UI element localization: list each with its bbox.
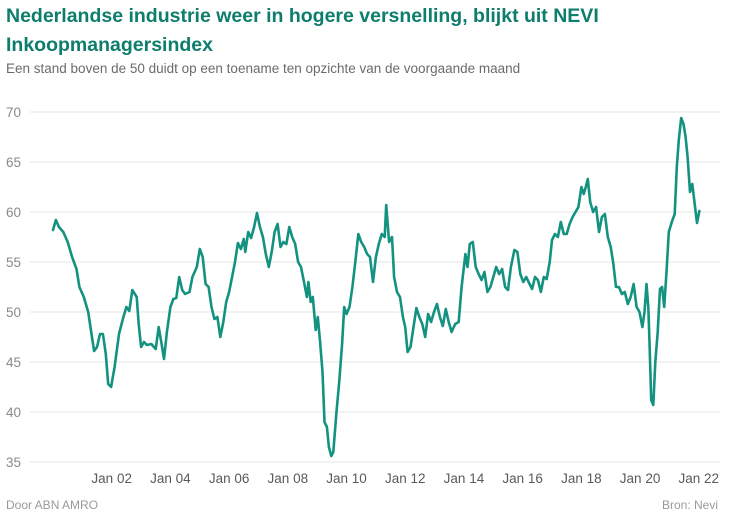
grid-layer bbox=[30, 111, 720, 463]
x-tick-label: Jan 22 bbox=[679, 471, 720, 486]
y-tick-label: 40 bbox=[6, 405, 21, 420]
source-text: Bron: Nevi bbox=[661, 498, 718, 512]
x-axis-labels: Jan 02 Jan 04 Jan 06 Jan 08 Jan 10 Jan 12 Jan … bbox=[91, 471, 719, 486]
x-tick-label: Jan 12 bbox=[385, 471, 426, 486]
x-tick-label: Jan 20 bbox=[620, 471, 661, 486]
y-tick-label: 60 bbox=[6, 205, 21, 220]
series-layer bbox=[51, 116, 701, 458]
y-axis-labels: 35 40 45 50 55 60 65 70 bbox=[6, 105, 21, 470]
x-tick-label: Jan 06 bbox=[209, 471, 250, 486]
y-tick-label: 70 bbox=[6, 105, 21, 120]
chart-subtitle: Een stand boven de 50 duidt op een toena… bbox=[6, 61, 521, 76]
y-tick-label: 55 bbox=[6, 255, 21, 270]
x-tick-label: Jan 14 bbox=[444, 471, 485, 486]
chart-title: Nederlandse industrie weer in hogere ver… bbox=[6, 5, 599, 56]
x-tick-label: Jan 10 bbox=[326, 471, 367, 486]
y-tick-label: 45 bbox=[6, 355, 21, 370]
series-line-nevi-pmi bbox=[51, 116, 701, 458]
x-tick-label: Jan 02 bbox=[91, 471, 132, 486]
x-tick-label: Jan 04 bbox=[150, 471, 191, 486]
y-tick-label: 50 bbox=[6, 305, 21, 320]
credit-text: Door ABN AMRO bbox=[6, 498, 99, 512]
x-tick-label: Jan 08 bbox=[268, 471, 309, 486]
y-tick-label: 65 bbox=[6, 155, 21, 170]
x-tick-label: Jan 18 bbox=[561, 471, 602, 486]
y-tick-label: 35 bbox=[6, 455, 21, 470]
x-tick-label: Jan 16 bbox=[502, 471, 543, 486]
